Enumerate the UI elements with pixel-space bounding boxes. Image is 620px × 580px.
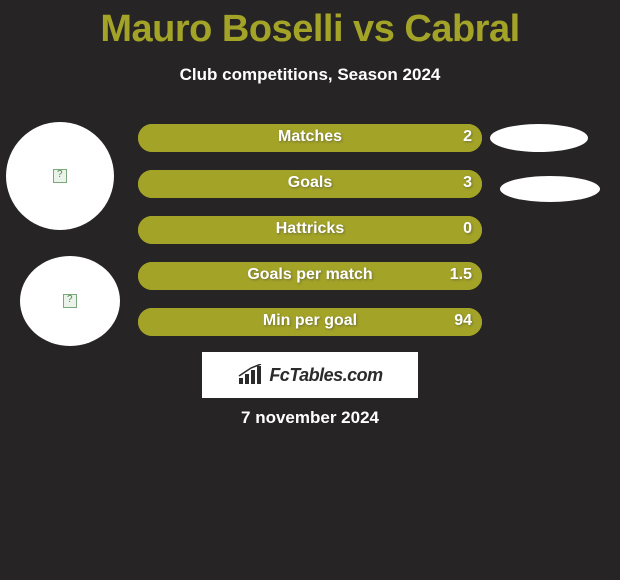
player2-avatar — [20, 256, 120, 346]
watermark: FcTables.com — [202, 352, 418, 398]
image-placeholder-icon — [63, 294, 77, 308]
bar-label: Matches — [138, 128, 482, 146]
bar-label: Hattricks — [138, 220, 482, 238]
page-title: Mauro Boselli vs Cabral — [0, 0, 620, 51]
page-subtitle: Club competitions, Season 2024 — [0, 65, 620, 85]
bar-value: 1.5 — [450, 266, 472, 284]
watermark-text: FcTables.com — [269, 365, 382, 386]
bar-row: Hattricks 0 — [138, 216, 482, 244]
bubble — [500, 176, 600, 202]
chart-icon — [237, 364, 263, 386]
date-text: 7 november 2024 — [0, 408, 620, 428]
bar-label: Goals — [138, 174, 482, 192]
bar-row: Matches 2 — [138, 124, 482, 152]
bar-label: Goals per match — [138, 266, 482, 284]
bar-value: 2 — [463, 128, 472, 146]
player1-avatar — [6, 122, 114, 230]
bar-row: Goals per match 1.5 — [138, 262, 482, 290]
bar-row: Goals 3 — [138, 170, 482, 198]
bar-value: 3 — [463, 174, 472, 192]
bar-label: Min per goal — [138, 312, 482, 330]
bubble — [490, 124, 588, 152]
image-placeholder-icon — [53, 169, 67, 183]
bar-value: 0 — [463, 220, 472, 238]
stats-bars: Matches 2 Goals 3 Hattricks 0 Goals per … — [138, 124, 482, 354]
bar-value: 94 — [454, 312, 472, 330]
bar-row: Min per goal 94 — [138, 308, 482, 336]
